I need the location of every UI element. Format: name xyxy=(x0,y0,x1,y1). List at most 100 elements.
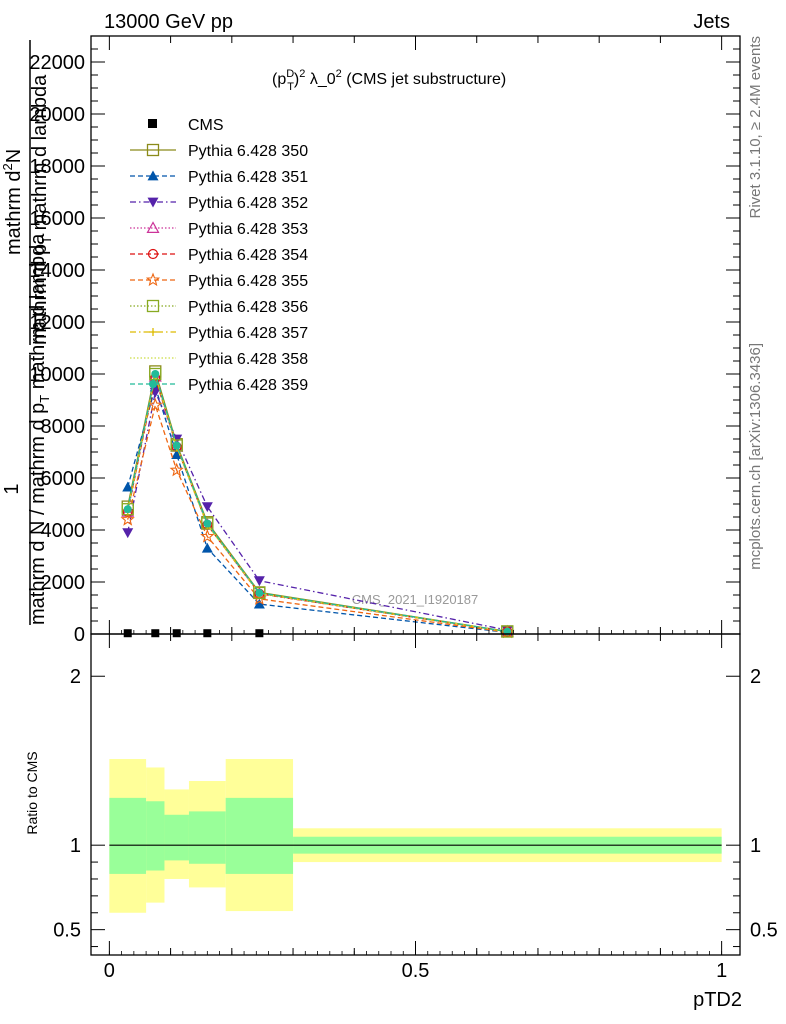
legend-marker-5 xyxy=(145,272,161,287)
series-5-point-1 xyxy=(148,397,163,412)
legend-entry-3: Pythia 6.428 353 xyxy=(130,221,308,238)
legend-marker-3 xyxy=(146,221,160,233)
legend-entry-5: Pythia 6.428 355 xyxy=(130,272,308,290)
series-1-point-3 xyxy=(201,542,213,553)
main-panel: 0 2000 4000 6000 8000 10000 12000 14000 16000 180… xyxy=(29,35,741,646)
legend-marker-7 xyxy=(149,328,157,336)
series-line-2 xyxy=(127,390,508,631)
cms-data-point-4 xyxy=(255,629,264,638)
xtick-label-1: 0.5 xyxy=(402,960,430,982)
main-ytick-label-2: 4000 xyxy=(41,520,86,542)
legend-label-2: Pythia 6.428 352 xyxy=(188,195,308,212)
y-label-numerator: mathrm d2N xyxy=(0,149,25,255)
ratio-band-inner-2 xyxy=(164,814,189,861)
main-ytick-label-9: 18000 xyxy=(29,156,85,178)
legend-entry-8: Pythia 6.428 358 xyxy=(130,351,308,368)
ratio-band-inner-0 xyxy=(109,797,147,874)
ratio-band-inner-3 xyxy=(188,811,226,864)
legend-entry-1: Pythia 6.428 351 xyxy=(130,169,308,186)
xtick-label-2: 1 xyxy=(716,960,727,982)
main-ytick-label-10: 20000 xyxy=(29,104,85,126)
ratio-ytick-label-left-2: 2 xyxy=(70,666,81,688)
series-5-point-3 xyxy=(200,529,215,543)
main-ytick-label-11: 22000 xyxy=(29,52,85,74)
legend-label-7: Pythia 6.428 357 xyxy=(188,325,308,342)
ratio-band-inner-1 xyxy=(146,801,165,871)
main-ytick-label-6: 12000 xyxy=(29,312,85,334)
legend-marker-6 xyxy=(146,299,160,313)
legend-entry-cms: CMS xyxy=(148,117,224,134)
series-6-point-5 xyxy=(501,625,514,638)
rivet-version-label: Rivet 3.1.10, ≥ 2.4M events xyxy=(747,36,764,219)
legend-entry-0: Pythia 6.428 350 xyxy=(130,143,308,160)
series-9-point-0 xyxy=(123,505,132,514)
mcplots-label: mcplots.cern.ch [arXiv:1306.3436] xyxy=(747,343,764,570)
main-plot-title: (pD T)2 λ_02 (CMS jet substructure) xyxy=(272,68,506,93)
legend-label-0: Pythia 6.428 350 xyxy=(188,143,308,160)
legend-entry-2: Pythia 6.428 352 xyxy=(130,195,308,212)
legend-cms-marker xyxy=(148,119,157,128)
series-5-point-2 xyxy=(169,462,184,477)
main-ytick-label-8: 16000 xyxy=(29,208,85,230)
series-9-point-3 xyxy=(203,519,212,528)
y-label-denominator: mathrm d N / mathrm d pT mathrm d lambda xyxy=(27,233,52,625)
series-6-point-0 xyxy=(121,503,134,516)
legend-label-6: Pythia 6.428 356 xyxy=(188,299,308,316)
legend: CMS Pythia 6.428 350 Pythia 6.428 351 Pythi… xyxy=(130,117,308,394)
legend-marker-9 xyxy=(149,380,157,388)
legend-label-4: Pythia 6.428 354 xyxy=(188,247,308,264)
series-6-point-2 xyxy=(170,439,183,452)
y-label-one: 1 xyxy=(1,483,23,494)
ratio-ytick-label-right-1: 1 xyxy=(750,835,761,857)
legend-marker-1 xyxy=(147,170,159,181)
cms-data-point-0 xyxy=(123,629,132,638)
legend-entry-9: Pythia 6.428 359 xyxy=(130,377,308,394)
legend-cms-label: CMS xyxy=(188,117,224,134)
series-9-point-2 xyxy=(172,441,181,450)
series-6-point-3 xyxy=(201,517,214,530)
legend-entry-4: Pythia 6.428 354 xyxy=(130,247,308,264)
series-line-9 xyxy=(127,373,508,633)
legend-marker-2 xyxy=(147,197,159,208)
main-ytick-label-4: 8000 xyxy=(41,416,86,438)
series-6-point-4 xyxy=(253,586,266,600)
series-9-point-1 xyxy=(151,370,160,378)
x-axis-label: pTD2 xyxy=(693,989,742,1011)
ratio-band-inner-4 xyxy=(225,797,294,874)
series-1-point-0 xyxy=(122,481,134,492)
cms-data-point-2 xyxy=(172,629,181,638)
legend-marker-0 xyxy=(146,143,160,157)
ratio-ytick-label-right-0: 0.5 xyxy=(750,920,778,942)
y-label-inner-denominator: mathrm d pT mathrm d lambda xyxy=(29,74,54,345)
series-2-point-4 xyxy=(253,576,265,587)
ratio-panel: 0 0.5 1 0.5 0.5 1 1 2 2 xyxy=(53,633,778,982)
energy-label: 13000 GeV pp xyxy=(104,11,233,33)
series-2-point-3 xyxy=(201,502,213,513)
main-ytick-label-3: 6000 xyxy=(41,468,86,490)
ratio-ytick-label-left-0: 0.5 xyxy=(53,920,81,942)
xtick-label-0: 0 xyxy=(104,960,115,982)
series-2-point-0 xyxy=(122,528,134,539)
main-ytick-label-1: 2000 xyxy=(41,572,86,594)
analysis-watermark: CMS_2021_I1920187 xyxy=(352,592,479,607)
legend-label-1: Pythia 6.428 351 xyxy=(188,169,308,186)
process-label: Jets xyxy=(693,11,730,33)
legend-entry-6: Pythia 6.428 356 xyxy=(130,299,308,316)
series-1-point-4 xyxy=(253,598,265,609)
legend-label-9: Pythia 6.428 359 xyxy=(188,377,308,394)
legend-label-8: Pythia 6.428 358 xyxy=(188,351,308,368)
series-6-point-1 xyxy=(149,367,162,381)
legend-entry-7: Pythia 6.428 357 xyxy=(130,325,308,342)
main-ytick-label-5: 10000 xyxy=(29,364,85,386)
legend-label-3: Pythia 6.428 353 xyxy=(188,221,308,238)
series-line-5 xyxy=(127,402,508,633)
ratio-ytick-label-left-1: 1 xyxy=(70,835,81,857)
main-ytick-label-7: 14000 xyxy=(29,260,85,282)
series-5-point-4 xyxy=(252,591,267,606)
series-1-point-2 xyxy=(171,449,183,459)
main-ytick-label-0: 0 xyxy=(74,624,85,646)
series-5-point-0 xyxy=(120,512,135,526)
legend-marker-4 xyxy=(147,248,159,260)
ratio-ytick-label-right-2: 2 xyxy=(750,666,761,688)
